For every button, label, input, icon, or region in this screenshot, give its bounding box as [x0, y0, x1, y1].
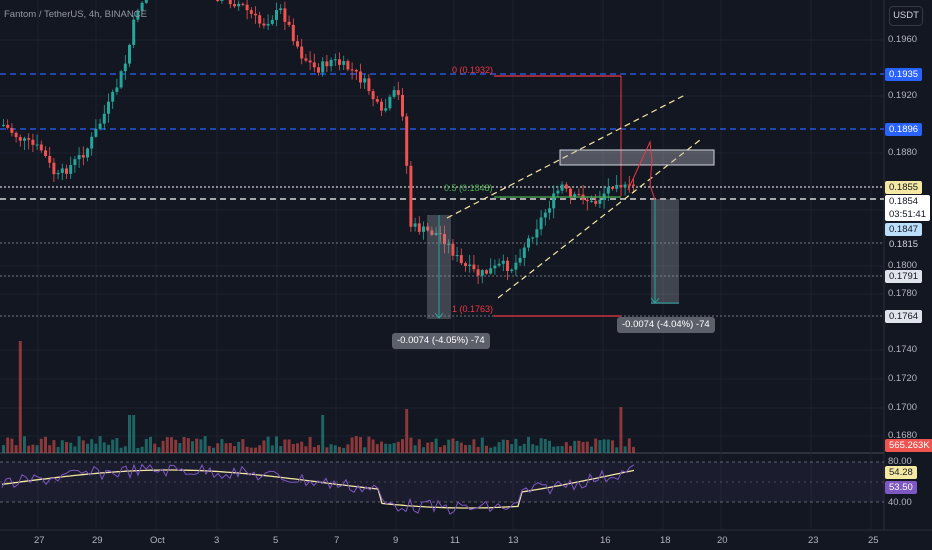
price-marker-0-1935[interactable]: 0.1935 [885, 68, 923, 81]
rsi-line [1, 463, 635, 515]
price-tick: 0.1780 [888, 288, 917, 299]
price-tick: 0.1960 [888, 34, 917, 45]
candlesticks[interactable] [2, 0, 635, 285]
rsi-tick-80: 80.00 [888, 456, 912, 467]
time-tick: 7 [334, 535, 339, 546]
price-tick: 0.1680 [888, 430, 917, 441]
price-tick: 0.1720 [888, 373, 917, 384]
resistance-zone-rectangle[interactable] [559, 149, 715, 166]
rsi-tick-40: 40.00 [888, 497, 912, 508]
time-tick: 3 [214, 535, 219, 546]
time-tick: 13 [508, 535, 519, 546]
time-tick: 11 [450, 535, 460, 546]
time-tick: 18 [660, 535, 671, 546]
rsi-marker[interactable]: 53.50 [885, 481, 917, 494]
trendline-upper[interactable] [446, 94, 686, 219]
time-tick: 29 [92, 535, 103, 546]
currency-button[interactable]: USDT [889, 6, 923, 26]
time-tick: 23 [808, 535, 819, 546]
price-tick: 0.1920 [888, 90, 917, 101]
last-price-marker[interactable]: 0.1854 03:51:41 [885, 195, 930, 221]
time-tick: 9 [393, 535, 398, 546]
measure-label-left[interactable]: -0.0074 (-4.05%) -74 [392, 333, 490, 349]
price-marker-0-1815[interactable]: 0.1815 [885, 238, 923, 251]
price-ticks: 0.1960 0.1920 0.1880 0.1800 0.1780 0.174… [888, 34, 917, 508]
time-tick: 5 [273, 535, 278, 546]
price-tick: 0.1880 [888, 147, 917, 158]
time-tick: Oct [150, 535, 165, 546]
volume-marker[interactable]: 565.263K [885, 439, 932, 452]
time-tick: 16 [600, 535, 611, 546]
fib-label-0: 0 (0.1932) [452, 65, 494, 75]
time-tick: 27 [34, 535, 45, 546]
fib-label-1: 1 (0.1763) [452, 304, 494, 314]
price-marker-0-1855[interactable]: 0.1855 [885, 181, 923, 194]
projection-path[interactable] [627, 140, 653, 191]
volume-bars [2, 341, 635, 453]
measure-box-right[interactable] [651, 199, 679, 304]
rsi-ma-marker[interactable]: 54.28 [885, 466, 917, 479]
price-tick: 0.1740 [888, 344, 917, 355]
symbol-title[interactable]: Fantom / TetherUS, 4h, BINANCE [4, 9, 147, 20]
last-price-value: 0.1854 [889, 196, 919, 207]
price-marker-0-1896[interactable]: 0.1896 [885, 123, 923, 136]
time-tick: 20 [717, 535, 728, 546]
price-marker-0-1764[interactable]: 0.1764 [885, 310, 923, 323]
measure-label-right[interactable]: -0.0074 (-4.04%) -74 [617, 317, 715, 333]
price-marker-0-1847[interactable]: 0.1847 [885, 223, 923, 236]
price-tick: 0.1700 [888, 402, 917, 413]
rsi-band [0, 462, 884, 502]
bar-countdown: 03:51:41 [889, 209, 926, 220]
trendline-lower[interactable] [497, 139, 701, 299]
time-axis[interactable]: 27 29 Oct 3 5 7 9 11 13 16 18 20 23 25 [34, 535, 879, 546]
price-marker-0-1791[interactable]: 0.1791 [885, 270, 923, 283]
time-tick: 25 [868, 535, 879, 546]
fib-label-05: 0.5 (0.1848) [444, 183, 493, 193]
price-tick: 0.1800 [888, 260, 917, 271]
